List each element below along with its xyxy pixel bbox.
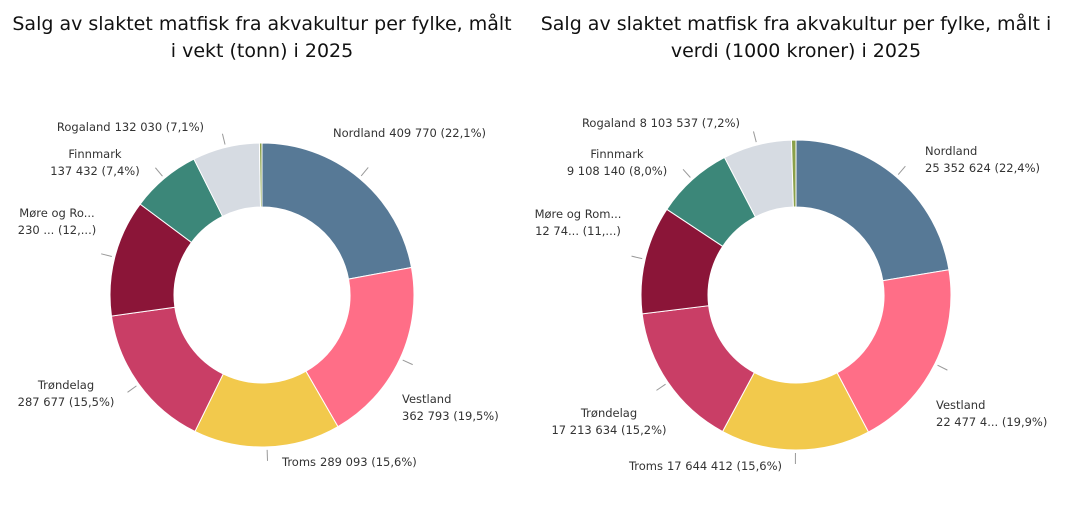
leader-line [752,131,757,143]
label-value: 12 74... (11,...) [535,224,621,238]
data-label: Vestland 22 477 4... (19,9%) [936,398,1047,429]
leader-line [127,385,137,393]
label-value: 137 432 (7,4%) [50,164,139,178]
data-label: Finnmark 137 432 (7,4%) [50,147,139,178]
donut-slice [258,142,263,208]
leader-line [897,165,906,175]
label-name: Vestland [402,392,451,406]
label-value: 289 093 (15,6%) [320,455,417,469]
data-label: Rogaland 132 030 (7,1%) [57,120,204,134]
donut-slice [795,139,950,282]
label-name: Nordland [333,126,385,140]
data-label: Møre og Rom... 12 74... (11,...) [535,207,622,238]
label-name: Møre og Ro... [19,206,94,220]
label-name: Rogaland [57,120,111,134]
label-value: 22 477 4... (19,9%) [936,415,1047,429]
leader-line [155,167,163,177]
chart: Salg av slaktet matfisk fra akvakultur p… [12,12,511,469]
label-value: 8 103 537 (7,2%) [640,116,740,130]
label-value: 287 677 (15,5%) [18,395,115,409]
label-name: Troms [281,455,316,469]
label-name: Trøndelag [37,378,94,392]
label-value: 362 793 (19,5%) [402,409,499,423]
leader-line [402,359,413,366]
label-name: Troms [628,459,663,473]
leader-line [656,383,666,391]
label-name: Rogaland [582,116,636,130]
chart-title: Salg av slaktet matfisk fra akvakultur p… [12,12,511,35]
label-name: Nordland [925,144,977,158]
label-value: 17 213 634 (15,2%) [551,423,666,437]
label-value: 9 108 140 (8,0%) [567,164,667,178]
leader-line [360,167,369,177]
label-value: 17 644 412 (15,6%) [667,459,782,473]
leader-line [221,133,226,145]
label-name: Trøndelag [580,406,637,420]
data-label: Møre og Ro... 230 ... (12,...) [18,206,96,237]
data-label: Nordland 25 352 624 (22,4%) [925,144,1040,175]
leader-line [937,364,948,371]
label-value: 132 030 (7,1%) [115,120,204,134]
leader-line [682,168,691,178]
data-label: Troms 17 644 412 (15,6%) [628,459,782,473]
label-value: 230 ... (12,...) [18,223,96,237]
chart-title: verdi (1000 kroner) i 2025 [671,40,921,62]
leader-line [631,255,643,260]
label-value: 25 352 624 (22,4%) [925,161,1040,175]
data-label: Trøndelag 17 213 634 (15,2%) [551,406,666,437]
chart-title: i vekt (tonn) i 2025 [171,40,353,62]
label-name: Finnmark [68,147,122,161]
chart-title: Salg av slaktet matfisk fra akvakultur p… [541,12,1052,35]
data-label: Finnmark 9 108 140 (8,0%) [567,147,667,178]
donut-slice [261,142,413,280]
data-label: Nordland 409 770 (22,1%) [333,126,486,140]
leader-line [101,253,112,258]
donut-slice [790,139,797,208]
chart: Salg av slaktet matfisk fra akvakultur p… [535,12,1052,473]
donut-slice [305,266,415,428]
label-value: 409 770 (22,1%) [389,126,486,140]
data-label: Troms 289 093 (15,6%) [281,455,417,469]
data-label: Trøndelag 287 677 (15,5%) [18,378,115,409]
data-label: Rogaland 8 103 537 (7,2%) [582,116,740,130]
label-name: Vestland [936,398,985,412]
label-name: Møre og Rom... [535,207,622,221]
data-label: Vestland 362 793 (19,5%) [402,392,499,423]
label-name: Finnmark [590,147,644,161]
